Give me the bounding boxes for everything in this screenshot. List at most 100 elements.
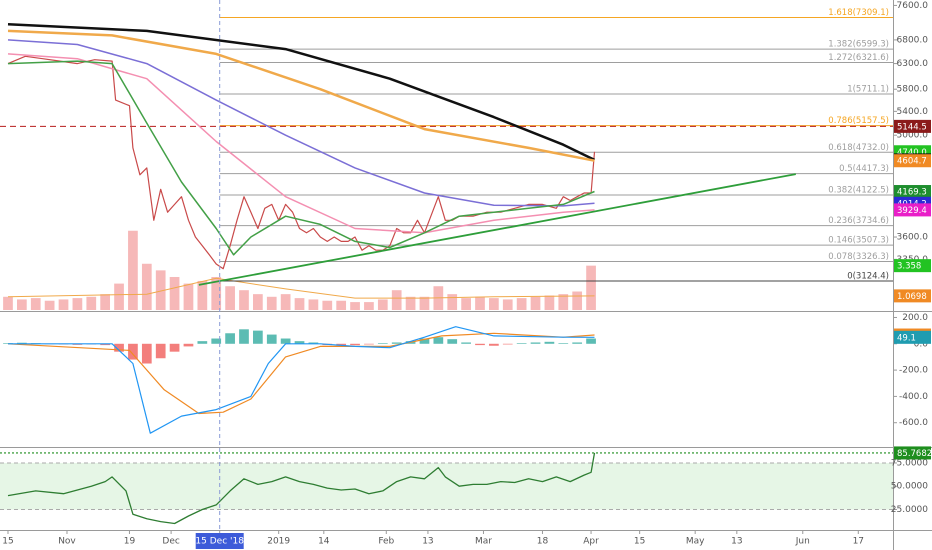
volume-bar <box>405 296 416 310</box>
histogram-bar <box>530 342 541 344</box>
volume-bar <box>447 294 458 310</box>
volume-bar <box>30 298 41 310</box>
volume-bar <box>516 298 527 310</box>
volume-bar <box>572 291 583 310</box>
histogram-bar <box>141 343 152 364</box>
histogram-bar <box>211 338 222 344</box>
x-tick-label: 15 <box>634 537 645 547</box>
series-line <box>7 60 595 256</box>
fib-label: 0.382(4122.5) <box>828 186 889 196</box>
x-tick-label: 13 <box>422 537 433 547</box>
x-tick-label: 17 <box>853 537 864 547</box>
volume-bar <box>17 299 27 310</box>
price-tag-label: 3929.4 <box>897 206 927 216</box>
histogram-bar <box>280 338 291 344</box>
fib-label: 0.236(3734.6) <box>828 216 889 226</box>
y-tick-label: 75.0000 <box>891 458 928 468</box>
x-tick-label: Dec <box>162 537 179 547</box>
x-tick-label: Nov <box>58 537 76 547</box>
fib-label: 0.078(3326.3) <box>828 252 889 262</box>
histogram-bar <box>516 343 527 344</box>
histogram-bar <box>294 341 305 344</box>
histogram-bar <box>239 329 249 344</box>
fib-label: 0(3124.4) <box>847 271 889 281</box>
band-fill <box>0 462 893 510</box>
volume-bar <box>530 296 541 310</box>
x-tick-label: 19 <box>124 537 136 547</box>
fib-label: 0.786(5157.5) <box>828 116 889 126</box>
x-tick-label: Jun <box>795 537 810 547</box>
x-tick-label: May <box>686 537 705 547</box>
y-tick-label: 6300.0 <box>897 59 929 69</box>
series-line <box>7 452 596 525</box>
price-tag <box>894 289 931 303</box>
y-tick-label: 25.0000 <box>891 505 928 515</box>
price-tag-label: 85.7682 <box>897 449 932 459</box>
histogram-bar <box>586 338 596 344</box>
histogram-bar <box>433 337 444 344</box>
volume-bar <box>266 296 277 310</box>
x-tick-label: 18 <box>537 537 549 547</box>
price-tag-label: 4740.0 <box>897 148 927 158</box>
price-tag <box>894 259 931 273</box>
volume-bar <box>169 276 180 310</box>
fib-label: 1.272(6321.6) <box>828 53 889 63</box>
y-tick-label: 0.0 <box>914 339 929 349</box>
x-tick-label: 13 <box>731 537 742 547</box>
histogram-bar <box>169 343 180 352</box>
x-tick-label: 2019 <box>267 537 290 547</box>
y-tick-label: 3600.0 <box>897 233 929 243</box>
fib-label: 1(5711.1) <box>847 84 889 94</box>
volume-bar <box>197 280 208 310</box>
y-tick-label: 5000.0 <box>897 131 929 141</box>
volume-bar <box>489 298 499 310</box>
price-tag-label: 4169.3 <box>897 188 927 198</box>
histogram-bar <box>461 342 471 344</box>
price-tag <box>894 330 931 344</box>
volume-bar <box>114 283 124 310</box>
price-tag <box>894 203 931 217</box>
histogram-bar <box>489 343 499 346</box>
histogram-bar <box>155 343 166 359</box>
volume-bar <box>336 300 347 310</box>
x-tick-label: 14 <box>318 537 330 547</box>
histogram-bar <box>364 343 374 345</box>
histogram-bar <box>350 343 360 346</box>
volume-bar <box>586 265 596 310</box>
price-tag <box>894 154 931 168</box>
y-tick-label: -200.0 <box>899 366 928 376</box>
histogram-bar <box>572 342 583 344</box>
volume-bar <box>461 298 471 310</box>
histogram-bar <box>419 338 430 344</box>
volume-bar <box>322 300 333 310</box>
price-tag-label: 49.1 <box>897 333 916 343</box>
x-tick-label: 15 Dec '18 <box>195 537 244 547</box>
series-line <box>7 39 595 207</box>
x-tick-label: Apr <box>583 537 599 547</box>
volume-bar <box>72 298 83 310</box>
histogram-bar <box>475 343 485 346</box>
volume-bar <box>558 294 569 310</box>
y-tick-label: 7600.0 <box>897 1 929 11</box>
histogram-bar <box>128 343 138 360</box>
y-tick-label: 200.0 <box>902 313 928 323</box>
series-line <box>7 332 595 415</box>
volume-bar <box>155 270 166 310</box>
histogram-bar <box>266 334 277 344</box>
y-tick-label: 50.0000 <box>891 482 928 492</box>
histogram-bar <box>544 341 555 344</box>
series-line <box>7 23 596 162</box>
volume-bar <box>100 294 111 310</box>
y-tick-label: -400.0 <box>899 392 928 402</box>
volume-bar <box>58 299 69 310</box>
histogram-bar <box>377 343 388 344</box>
histogram-bar <box>447 339 458 344</box>
series-line <box>198 173 796 286</box>
volume-bar <box>211 276 222 310</box>
y-tick-label: 6800.0 <box>897 35 929 45</box>
volume-bar <box>44 300 55 310</box>
volume-bar <box>391 290 402 310</box>
fib-label: 0.5(4417.3) <box>839 164 889 174</box>
